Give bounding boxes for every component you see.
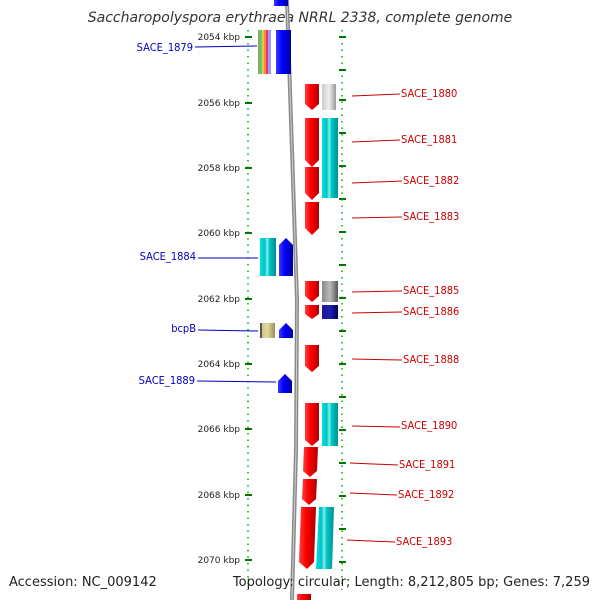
gene-label-SACE_1890: SACE_1890 xyxy=(401,419,457,432)
gene-SACE_1884[interactable] xyxy=(260,238,293,276)
gene-label-SACE_1882: SACE_1882 xyxy=(403,174,459,187)
gene-label-SACE_1883: SACE_1883 xyxy=(403,210,459,223)
gene-bcpB[interactable] xyxy=(260,323,293,338)
gene-label-bcpB: bcpB xyxy=(171,322,196,335)
gene-label-SACE_1888: SACE_1888 xyxy=(403,353,459,366)
gene-label-SACE_1893: SACE_1893 xyxy=(396,535,452,548)
gene-label-SACE_1885: SACE_1885 xyxy=(403,284,459,297)
genome-backbone xyxy=(285,0,300,600)
gene-SACE_1888[interactable] xyxy=(305,345,319,372)
right-axis-ticks xyxy=(339,36,346,563)
kbp-label: 2054 kbp xyxy=(198,33,241,43)
gene-label-SACE_1884: SACE_1884 xyxy=(140,250,196,263)
gene-SACE_1883[interactable] xyxy=(305,202,319,235)
gene-SACE_1892[interactable] xyxy=(302,479,317,505)
gene-label-SACE_1881: SACE_1881 xyxy=(401,133,457,146)
gene-label-SACE_1889: SACE_1889 xyxy=(139,374,195,387)
kbp-axis: 2054 kbp 2056 kbp 2058 kbp 2060 kbp 2062… xyxy=(198,33,252,566)
gene-label-SACE_1892: SACE_1892 xyxy=(398,488,454,501)
gene-fragment-top[interactable] xyxy=(274,0,288,6)
right-gene-labels: SACE_1880 SACE_1881 SACE_1882 SACE_1883 … xyxy=(346,87,459,548)
gene-SACE_1879[interactable] xyxy=(258,30,291,74)
gene-SACE_1880[interactable] xyxy=(305,84,336,110)
gene-SACE_1885[interactable] xyxy=(305,281,338,302)
gene-SACE_1889[interactable] xyxy=(278,374,292,393)
accession-text: Accession: NC_009142 xyxy=(9,575,157,590)
kbp-label: 2058 kbp xyxy=(198,164,241,174)
gene-SACE_1893[interactable] xyxy=(299,507,334,569)
gene-label-SACE_1879: SACE_1879 xyxy=(137,41,193,54)
left-gene-labels: SACE_1879 SACE_1884 bcpB SACE_1889 xyxy=(137,41,277,387)
gene-SACE_1882[interactable] xyxy=(305,167,319,200)
kbp-label: 2062 kbp xyxy=(198,295,241,305)
kbp-label: 2056 kbp xyxy=(198,99,241,109)
gene-label-SACE_1891: SACE_1891 xyxy=(399,458,455,471)
kbp-label: 2066 kbp xyxy=(198,425,241,435)
gene-SACE_1890[interactable] xyxy=(305,403,338,446)
kbp-label: 2068 kbp xyxy=(198,491,241,501)
kbp-label: 2060 kbp xyxy=(198,229,241,239)
gene-label-SACE_1880: SACE_1880 xyxy=(401,87,457,100)
gene-SACE_1891[interactable] xyxy=(303,447,318,477)
topology-text: Topology: circular; Length: 8,212,805 bp… xyxy=(232,575,590,590)
gene-SACE_1881[interactable] xyxy=(305,118,338,198)
gene-fragment-bottom[interactable] xyxy=(297,594,311,600)
kbp-label: 2064 kbp xyxy=(198,360,241,370)
map-title: Saccharopolyspora erythraea NRRL 2338, c… xyxy=(87,10,513,26)
gene-SACE_1886[interactable] xyxy=(305,305,338,319)
kbp-label: 2070 kbp xyxy=(198,556,241,566)
gene-label-SACE_1886: SACE_1886 xyxy=(403,305,459,318)
